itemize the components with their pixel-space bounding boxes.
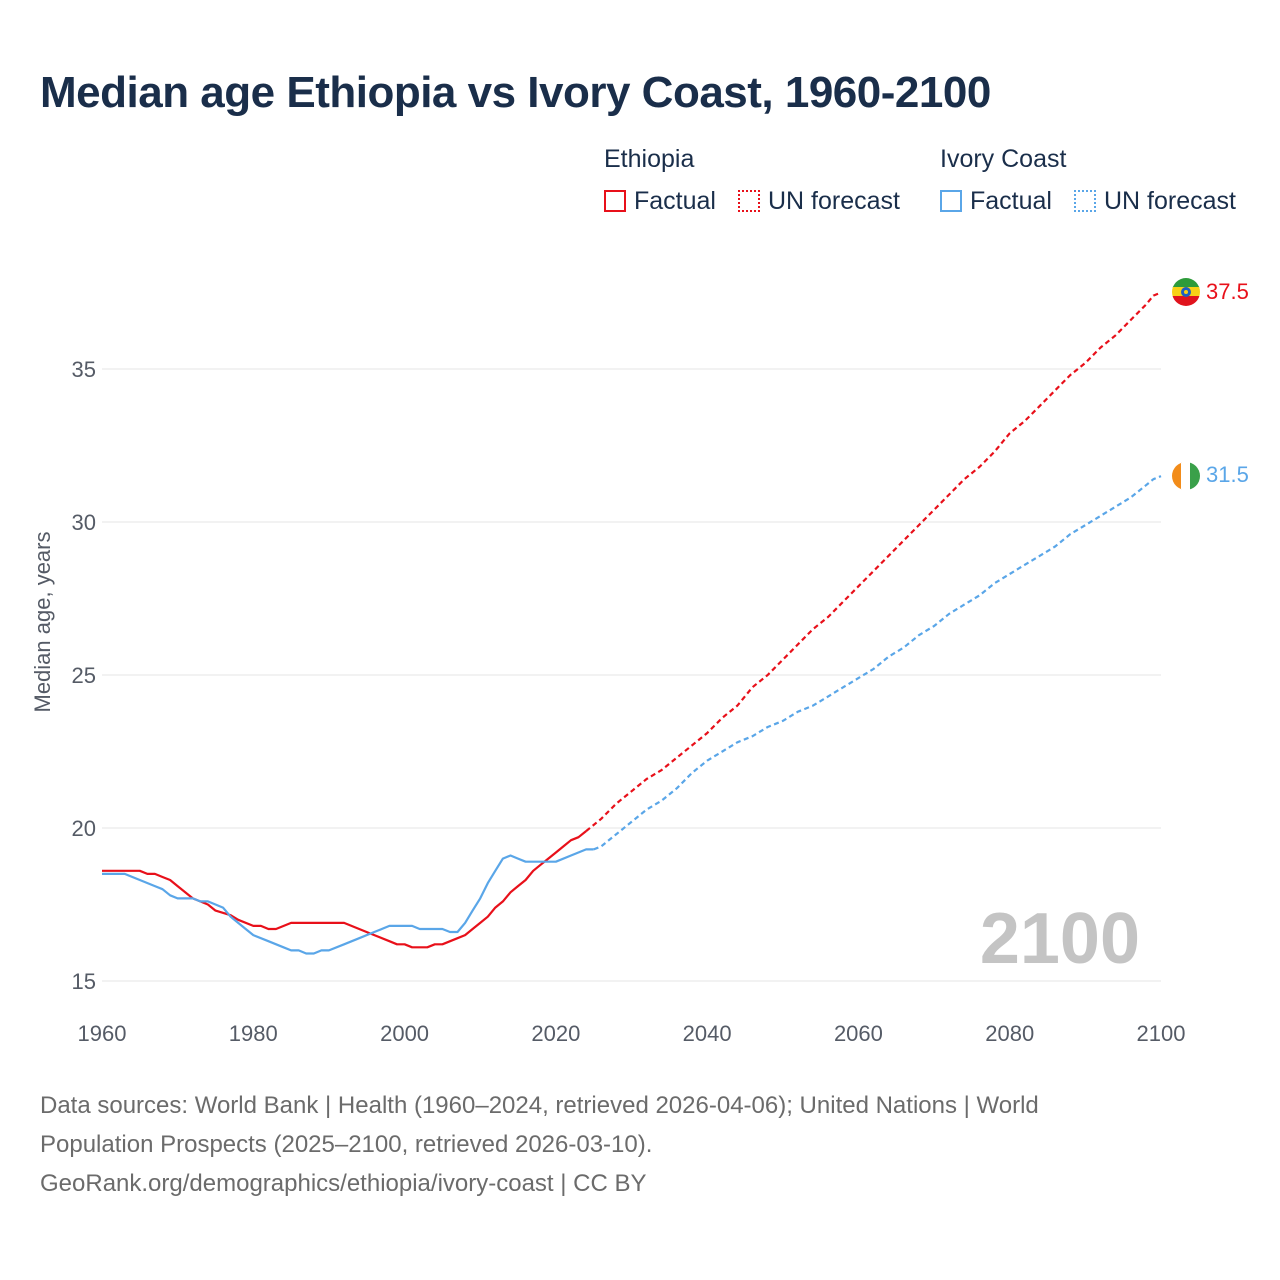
ivory-coast-forecast-line <box>593 475 1162 851</box>
x-tick-label: 1980 <box>229 1021 278 1046</box>
y-tick-label: 25 <box>72 663 96 688</box>
line-chart: 15 20 25 30 35 1960 1980 2000 2020 2040 2060 2080 2… <box>30 278 1249 1046</box>
y-axis-ticks: 15 20 25 30 35 <box>72 357 96 994</box>
legend-ivory-coast-factual[interactable]: Factual <box>940 186 1052 216</box>
x-tick-label: 2060 <box>834 1021 883 1046</box>
legend-ivory-coast-factual-label: Factual <box>970 186 1052 215</box>
x-tick-label: 2020 <box>531 1021 580 1046</box>
x-axis-ticks: 1960 1980 2000 2020 2040 2060 2080 2100 <box>78 1021 1186 1046</box>
legend-ethiopia-forecast[interactable]: UN forecast <box>738 186 900 216</box>
ethiopia-factual-line <box>102 830 587 949</box>
legend-ethiopia-factual-label: Factual <box>634 186 716 215</box>
ethiopia-forecast-line <box>585 291 1162 832</box>
source-note: Data sources: World Bank | Health (1960–… <box>40 1086 1220 1203</box>
ivory-coast-end-value: 31.5 <box>1206 462 1249 487</box>
ivory-coast-factual-line <box>102 848 594 955</box>
x-tick-label: 1960 <box>78 1021 127 1046</box>
year-watermark: 2100 <box>980 899 1140 979</box>
legend-dotted-swatch-icon <box>1074 190 1096 212</box>
legend-ethiopia-title: Ethiopia <box>604 145 695 173</box>
ivory-coast-flag-icon <box>1172 462 1200 490</box>
x-tick-label: 2100 <box>1137 1021 1186 1046</box>
legend-dotted-swatch-icon <box>738 190 760 212</box>
y-tick-label: 30 <box>72 510 96 535</box>
y-tick-label: 15 <box>72 969 96 994</box>
source-line-2: Population Prospects (2025–2100, retriev… <box>40 1131 653 1158</box>
ethiopia-end-value: 37.5 <box>1206 279 1249 304</box>
legend-ivory-coast-forecast-label: UN forecast <box>1104 186 1236 215</box>
y-axis-title: Median age, years <box>30 532 55 713</box>
y-tick-label: 35 <box>72 357 96 382</box>
legend-ethiopia-forecast-label: UN forecast <box>768 186 900 215</box>
legend-ethiopia-factual[interactable]: Factual <box>604 186 716 216</box>
x-tick-label: 2080 <box>985 1021 1034 1046</box>
source-line-1: Data sources: World Bank | Health (1960–… <box>40 1092 1039 1119</box>
legend-ivory-coast-forecast[interactable]: UN forecast <box>1074 186 1236 216</box>
y-tick-label: 20 <box>72 816 96 841</box>
chart-title: Median age Ethiopia vs Ivory Coast, 1960… <box>40 68 991 117</box>
grid-lines <box>102 368 1161 982</box>
legend-solid-swatch-icon <box>940 190 962 212</box>
x-tick-label: 2040 <box>683 1021 732 1046</box>
source-link[interactable]: GeoRank.org/demographics/ethiopia/ivory-… <box>40 1170 647 1197</box>
series-lines <box>102 291 1162 955</box>
x-tick-label: 2000 <box>380 1021 429 1046</box>
legend-solid-swatch-icon <box>604 190 626 212</box>
ethiopia-flag-icon <box>1172 278 1200 306</box>
legend-ivory-coast-title: Ivory Coast <box>940 145 1067 173</box>
